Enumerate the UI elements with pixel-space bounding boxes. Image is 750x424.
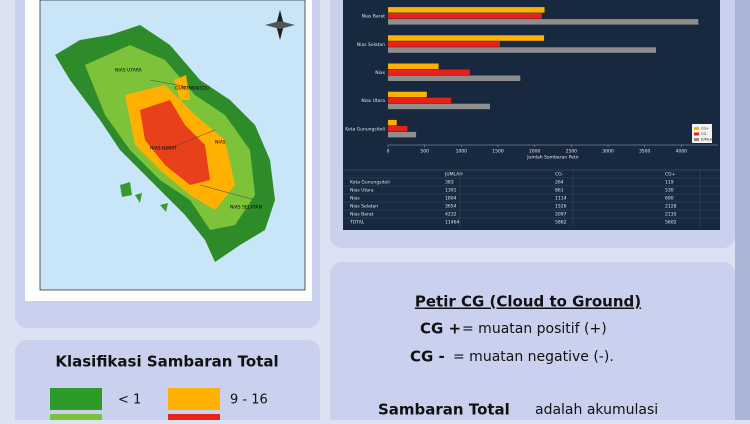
bar — [388, 13, 542, 19]
table-row-label: TOTAL — [349, 220, 365, 226]
table-cell: 5862 — [555, 220, 567, 226]
map-label: GUNUNGSITOLI — [175, 86, 210, 92]
class-swatch — [50, 388, 102, 410]
info-text: adalah akumulasi — [535, 402, 658, 418]
x-tick-label: 4000 — [676, 149, 688, 155]
table-cell: 4232 — [445, 212, 457, 218]
bar — [388, 131, 417, 138]
table-cell: 530 — [665, 188, 674, 194]
y-tick-label: Kota Gunungsitoli — [345, 126, 385, 132]
table-cell: 861 — [555, 188, 564, 194]
table-cell: 264 — [555, 180, 564, 186]
table-cell: 1526 — [555, 204, 567, 210]
x-tick-label: 1000 — [456, 149, 468, 155]
table-cell: 1114 — [555, 196, 567, 202]
y-tick-label: Nias Barat — [362, 14, 386, 20]
table-cell: 1391 — [445, 188, 457, 194]
table-cell: 2135 — [665, 212, 677, 218]
x-tick-label: 0 — [387, 149, 390, 155]
info-term: CG - — [410, 348, 445, 366]
table-cell: 2128 — [665, 204, 677, 210]
info-card — [330, 262, 735, 424]
class-title: Klasifikasi Sambaran Total — [55, 353, 278, 371]
map-label: NIAS UTARA — [115, 68, 143, 74]
table-header: CG- — [555, 172, 564, 178]
y-tick-label: Nias Selatan — [357, 42, 385, 48]
table-row-label: Nias Selatan — [350, 204, 378, 210]
table-cell: 1804 — [445, 196, 457, 202]
class-swatch — [168, 388, 220, 410]
table-cell: 690 — [665, 196, 674, 202]
compass — [265, 10, 295, 40]
bar — [388, 125, 408, 132]
class-swatch — [168, 414, 220, 424]
class-label: 9 - 16 — [230, 393, 268, 408]
x-axis-label: Jumlah Sambaran Petir — [526, 155, 579, 161]
info-title: Petir CG (Cloud to Ground) — [415, 293, 641, 311]
class-swatch — [50, 414, 102, 424]
legend-label: CG+ — [701, 127, 709, 131]
bar — [388, 7, 545, 13]
y-tick-label: Nias — [375, 70, 385, 76]
zone-red — [140, 100, 210, 185]
bar — [388, 119, 397, 126]
table-cell: 3654 — [445, 204, 457, 210]
y-tick-label: Nias Utara — [361, 98, 385, 104]
table-row-label: Nias — [350, 196, 360, 202]
zone-north — [174, 75, 190, 100]
bar — [388, 91, 427, 98]
x-tick-label: 500 — [420, 149, 429, 155]
info-term: Sambaran Total — [378, 401, 510, 419]
map — [55, 25, 275, 262]
side-decor — [735, 0, 750, 420]
table-cell: 383 — [445, 180, 454, 186]
table-row-label: Nias Barat — [350, 212, 374, 218]
bar — [388, 35, 545, 41]
legend-label: JUMLAH — [700, 138, 715, 142]
bar — [388, 47, 656, 53]
map-label: NIAS SELATAN — [230, 205, 262, 211]
bar — [388, 69, 470, 75]
islets — [120, 182, 168, 212]
bar — [388, 63, 439, 69]
bar — [388, 41, 500, 47]
table-cell: 2097 — [555, 212, 567, 218]
table-header: CG+ — [665, 172, 676, 178]
table-cell: 5602 — [665, 220, 677, 226]
info-text: = muatan negative (-). — [453, 349, 614, 365]
bar — [388, 97, 452, 104]
info-text: = muatan positif (+) — [462, 321, 607, 337]
x-tick-label: 3000 — [602, 149, 614, 155]
x-tick-label: 3500 — [639, 149, 651, 155]
legend-swatch — [694, 127, 699, 130]
table-header: JUMLAH — [444, 172, 463, 178]
chart-panel — [343, 0, 720, 230]
table-row-label: Kota Gunungsitoli — [350, 180, 390, 186]
bar — [388, 103, 491, 110]
table-cell: 119 — [665, 180, 674, 186]
table-cell: 11464 — [445, 220, 459, 226]
legend-swatch — [694, 138, 699, 141]
bar — [388, 19, 699, 25]
map-label: NIAS — [215, 140, 226, 146]
borders — [149, 79, 256, 201]
table-row-label: Nias Utara — [350, 188, 374, 194]
legend-label: CG- — [701, 132, 708, 136]
class-label: < 1 — [118, 393, 141, 408]
x-tick-label: 1500 — [492, 149, 504, 155]
bar — [388, 75, 521, 81]
info-term: CG + — [420, 320, 461, 338]
x-tick-label: 2000 — [529, 149, 541, 155]
bar-chart: 0 500 1000 1500 2000 2500 3000 3500 4000 Jumlah S… — [343, 7, 720, 226]
legend-swatch — [694, 132, 699, 136]
x-tick-label: 2500 — [566, 149, 578, 155]
map-label: NIAS BARAT — [150, 146, 177, 152]
